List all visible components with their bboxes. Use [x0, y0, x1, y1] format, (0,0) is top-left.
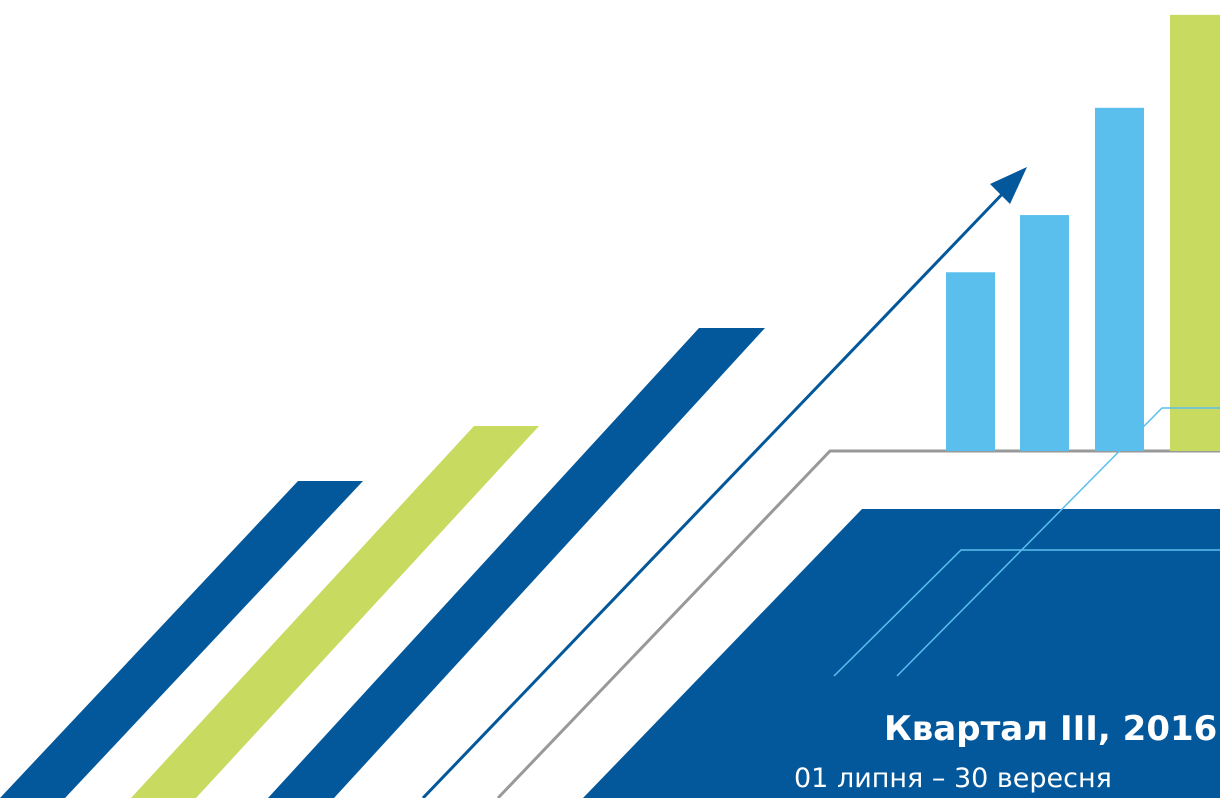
navy-base-block [583, 509, 1220, 798]
lime-stripe [131, 426, 539, 798]
growth-arrow-line [421, 186, 1010, 798]
navy-stripe-right [268, 328, 765, 798]
accent-line-lower [833, 549, 1220, 677]
period-dates: 01 липня – 30 вересня [794, 763, 1112, 794]
period-title: Квартал III, 2016 [884, 709, 1218, 749]
growth-arrow-head [990, 167, 1027, 204]
bar-2 [1020, 215, 1069, 451]
gray-baseline [496, 449, 1220, 798]
navy-stripe-left [0, 481, 363, 798]
accent-line-upper [896, 407, 1220, 677]
bar-group [946, 14, 1220, 452]
bar-1 [946, 272, 995, 451]
bar-3 [1095, 107, 1144, 452]
bar-4 [1170, 14, 1220, 451]
